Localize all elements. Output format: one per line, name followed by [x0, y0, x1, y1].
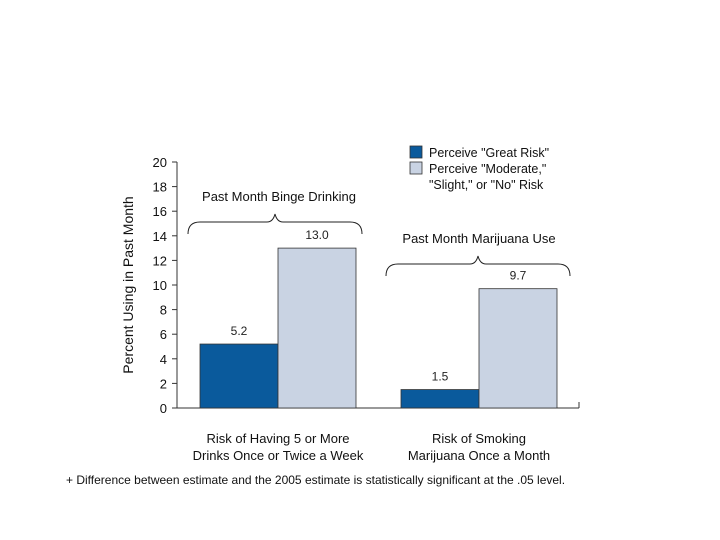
- y-tick-label: 0: [160, 401, 167, 416]
- y-tick-label: 16: [153, 204, 167, 219]
- y-tick-label: 2: [160, 376, 167, 391]
- bar-value-label: 5.2: [231, 324, 248, 338]
- category-label-line2: Drinks Once or Twice a Week: [193, 448, 364, 463]
- group-title: Past Month Marijuana Use: [402, 231, 555, 246]
- legend-swatch: [409, 145, 423, 159]
- y-tick-label: 18: [153, 180, 167, 195]
- bar: [277, 247, 357, 409]
- legend-label: Perceive "Moderate,": [429, 162, 546, 176]
- y-tick-label: 20: [153, 155, 167, 170]
- category-label-line1: Risk of Smoking: [432, 431, 526, 446]
- legend-label-line2: "Slight," or "No" Risk: [429, 178, 544, 192]
- group-bracket: [187, 213, 363, 235]
- bar-value-label: 1.5: [432, 370, 449, 384]
- category-label-line2: Marijuana Once a Month: [408, 448, 550, 463]
- legend-label: Perceive "Great Risk": [429, 146, 549, 160]
- chart-legend: Perceive "Great Risk" Perceive "Moderate,…: [409, 145, 549, 192]
- group-bracket: [385, 255, 571, 277]
- bar: [199, 343, 279, 409]
- y-tick-label: 8: [160, 303, 167, 318]
- y-tick-label: 14: [153, 229, 167, 244]
- chart-marks: 5.2 1.5 13.0 9.7 Past Month Binge Drinking Pa…: [187, 189, 571, 409]
- group-title: Past Month Binge Drinking: [202, 189, 356, 204]
- y-tick-label: 10: [153, 278, 167, 293]
- bar: [478, 288, 558, 409]
- bar-value-label: 9.7: [510, 269, 527, 283]
- bar-chart: 0 2 4 6 8 10 12 14 16 18 20 Percent Using in Past M…: [120, 145, 580, 463]
- chart-axes: 0 2 4 6 8 10 12 14 16 18 20 Percent Using in Past M…: [120, 155, 580, 463]
- category-label-line1: Risk of Having 5 or More: [206, 431, 349, 446]
- y-tick-label: 12: [153, 253, 167, 268]
- footnote: + Difference between estimate and the 20…: [66, 473, 566, 487]
- legend-swatch: [409, 161, 423, 175]
- y-tick-label: 4: [160, 352, 167, 367]
- bar: [400, 389, 480, 409]
- y-axis-label: Percent Using in Past Month: [120, 196, 136, 373]
- y-tick-label: 6: [160, 327, 167, 342]
- bar-value-label: 13.0: [305, 228, 329, 242]
